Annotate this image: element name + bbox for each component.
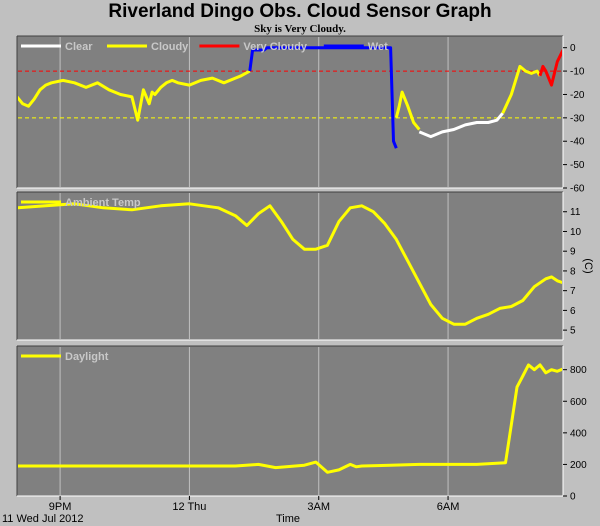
legend-label: Clear [65, 41, 93, 53]
legend-item: Very Cloudy [199, 41, 308, 53]
series-line-cloudy [501, 64, 542, 114]
panel-background [17, 192, 563, 340]
y-tick-label: 7 [570, 286, 576, 297]
x-tick-label: 3AM [307, 501, 330, 513]
date-label: 11 Wed Jul 2012 [2, 513, 84, 525]
legend-label: Ambient Temp [65, 197, 141, 209]
chart-title: Riverland Dingo Obs. Cloud Sensor Graph [108, 1, 492, 22]
series-line-ambient-temp [18, 202, 562, 326]
series-line-daylight [18, 363, 562, 474]
series-line-cloudy [18, 69, 251, 122]
y-tick-label: 600 [570, 397, 587, 408]
y-tick-label: 200 [570, 460, 587, 471]
y-tick-label: 10 [570, 227, 582, 238]
y-tick-label: 11 [570, 207, 581, 218]
series-line-clear [418, 112, 504, 139]
legend-item: Ambient Temp [21, 197, 141, 209]
legend-label: Very Cloudy [243, 41, 307, 53]
panel-background [17, 36, 563, 188]
y-tick-label: 6 [570, 306, 576, 317]
legend-label: Daylight [65, 351, 109, 363]
x-tick-label: 12 Thu [172, 501, 206, 513]
y-tick-label: -60 [570, 184, 585, 195]
y-tick-label: 800 [570, 365, 587, 376]
y-tick-label: 0 [570, 492, 576, 503]
y-tick-label: 5 [570, 326, 576, 337]
chart-subtitle: Sky is Very Cloudy. [254, 23, 346, 35]
chart-panel-3: 0 200 400 600 800 Daylight 9PM 12 Thu 3AM 6AM [16, 345, 587, 513]
series-line-wet [248, 46, 398, 149]
y-tick-label: 0 [570, 43, 576, 54]
y-tick-label: -30 [570, 113, 585, 124]
chart-panel-1: 0 -10 -20 -30 -40 -50 -60 Clear Cloudy Very Cloud… [16, 35, 585, 195]
panel-background [17, 346, 563, 496]
x-tick-label: 9PM [49, 501, 72, 513]
legend-item: Wet [323, 41, 388, 53]
x-tick-label: 6AM [437, 501, 460, 513]
y-tick-label: -50 [570, 160, 585, 171]
series-line-cloudy [394, 90, 421, 131]
legend-label: Cloudy [151, 41, 189, 53]
y-axis-label: (C) [582, 258, 594, 273]
series-line-very-cloudy [538, 49, 562, 87]
y-tick-label: -20 [570, 90, 585, 101]
y-tick-label: -10 [570, 67, 585, 78]
y-tick-label: -40 [570, 137, 585, 148]
y-tick-label: 9 [570, 247, 576, 258]
legend-item: Daylight [21, 351, 109, 363]
y-tick-label: 400 [570, 428, 587, 439]
legend-item: Cloudy [107, 41, 189, 53]
legend-label: Wet [368, 41, 388, 53]
y-tick-label: 8 [570, 266, 576, 277]
x-axis-label: Time [276, 513, 300, 525]
chart-panel-2: 5 6 7 8 9 10 11 (C) Ambient Temp [16, 191, 594, 341]
legend-item: Clear [21, 41, 93, 53]
